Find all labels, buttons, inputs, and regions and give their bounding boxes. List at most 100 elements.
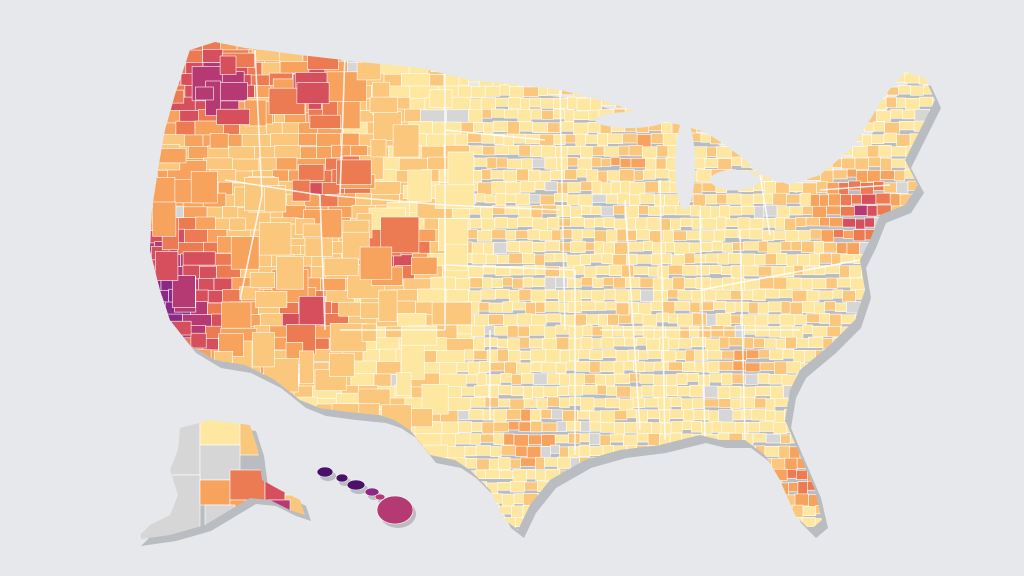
county-cell <box>484 194 497 204</box>
county-cell <box>551 409 563 420</box>
county-cell <box>729 49 740 59</box>
county-cell <box>772 468 788 481</box>
county-cell <box>823 110 836 122</box>
county-cell <box>633 170 644 181</box>
county-cell <box>481 109 492 119</box>
county-cell <box>748 302 759 314</box>
county-cell <box>565 493 578 503</box>
county-cell <box>808 62 819 75</box>
county-cell <box>736 42 751 49</box>
county-cell <box>635 493 651 504</box>
county-cell <box>542 518 559 528</box>
state-border <box>254 49 263 196</box>
county-cell <box>552 493 567 507</box>
county-cell <box>487 493 503 504</box>
county-cell <box>763 338 777 349</box>
county-cell <box>793 542 803 553</box>
county-cell <box>150 134 158 152</box>
county-cell <box>931 349 935 360</box>
county-cell <box>647 409 660 419</box>
county-cell <box>704 61 716 72</box>
county-cell <box>613 337 625 347</box>
county-cell <box>617 192 630 205</box>
county-cell <box>911 385 923 396</box>
county-cell <box>896 134 911 147</box>
county-cell <box>534 42 546 52</box>
county-cell <box>650 300 663 311</box>
county-cell <box>164 349 185 374</box>
county-cell <box>649 49 664 63</box>
county-cell <box>540 408 552 419</box>
county-cell <box>150 146 161 168</box>
county-cell <box>580 336 593 350</box>
county-cell <box>653 516 669 527</box>
county-cell <box>355 48 381 63</box>
county-cell <box>825 470 837 480</box>
county-cell <box>424 529 452 530</box>
county-cell <box>469 218 483 229</box>
county-cell <box>757 373 770 384</box>
county-cell <box>633 266 649 276</box>
county-cell <box>922 445 935 460</box>
county-cell <box>342 445 365 472</box>
county-cell <box>517 325 530 338</box>
county-cell <box>817 482 828 495</box>
county-cell <box>507 338 520 352</box>
county-cell <box>494 145 509 155</box>
county-cell <box>731 85 744 98</box>
hawaii-islands <box>316 466 416 528</box>
county-cell <box>507 421 520 431</box>
county-cell <box>780 301 791 314</box>
county-cell <box>570 217 585 227</box>
county-cell <box>899 493 913 506</box>
county-cell <box>150 301 166 319</box>
county-cell <box>660 422 672 435</box>
county-cell <box>906 229 923 242</box>
county-cell <box>682 85 697 97</box>
county-cell <box>870 42 881 48</box>
county-cell <box>559 349 570 364</box>
county-cell <box>855 362 868 373</box>
county-cell <box>491 277 503 289</box>
county-cell <box>545 531 556 541</box>
county-cell <box>856 42 872 47</box>
county-cell <box>486 349 498 363</box>
county-cell <box>293 481 310 496</box>
county-cell <box>937 38 950 50</box>
county-cell <box>873 121 885 132</box>
lake <box>710 170 760 190</box>
county-cell <box>570 517 585 527</box>
county-cell <box>831 373 842 387</box>
county-cell <box>864 122 875 132</box>
county-cell <box>911 410 922 420</box>
county-cell <box>918 458 933 472</box>
county-cell <box>880 157 892 171</box>
county-cell <box>918 517 934 529</box>
county-cell <box>893 529 908 530</box>
county-cell <box>700 242 713 252</box>
county-cell <box>923 49 934 61</box>
county-cell <box>817 86 828 100</box>
county-cell <box>594 86 609 97</box>
county-cell <box>253 410 272 428</box>
county-cell <box>363 446 384 471</box>
county-cell <box>879 42 893 48</box>
county-cell <box>420 481 452 508</box>
county-cell <box>713 229 726 242</box>
county-cell <box>458 73 469 86</box>
county-cell <box>867 362 879 376</box>
county-cell <box>674 242 690 255</box>
county-cell <box>866 169 881 183</box>
county-cell <box>515 445 528 458</box>
county-cell <box>577 410 590 420</box>
county-cell <box>561 85 574 96</box>
county-cell <box>784 541 793 549</box>
county-cell <box>202 48 224 63</box>
county-cell <box>842 457 859 468</box>
county-cell <box>839 265 851 278</box>
county-cell <box>754 326 770 337</box>
county-cell <box>680 217 693 228</box>
county-cell <box>510 385 524 396</box>
county-cell <box>578 444 591 458</box>
county-cell <box>231 531 253 553</box>
